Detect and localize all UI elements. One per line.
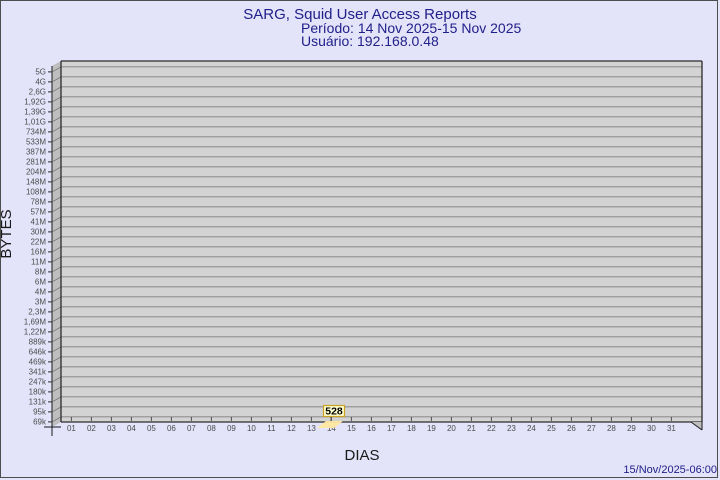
svg-text:5G: 5G [35, 68, 46, 77]
svg-text:131k: 131k [29, 398, 47, 407]
svg-text:31: 31 [667, 424, 676, 433]
svg-text:10: 10 [247, 424, 256, 433]
svg-text:13: 13 [307, 424, 316, 433]
svg-text:25: 25 [547, 424, 556, 433]
svg-text:469k: 469k [29, 358, 47, 367]
svg-text:15/Nov/2025-06:00: 15/Nov/2025-06:00 [623, 464, 717, 476]
svg-text:17: 17 [387, 424, 396, 433]
svg-text:1,22M: 1,22M [24, 328, 47, 337]
svg-text:28: 28 [607, 424, 616, 433]
svg-text:24: 24 [527, 424, 536, 433]
svg-text:1,39G: 1,39G [24, 108, 46, 117]
svg-text:3M: 3M [35, 298, 46, 307]
svg-text:1,69M: 1,69M [24, 318, 47, 327]
svg-text:41M: 41M [30, 218, 46, 227]
svg-text:108M: 108M [26, 188, 46, 197]
svg-text:03: 03 [107, 424, 116, 433]
svg-text:281M: 281M [26, 158, 46, 167]
svg-text:4M: 4M [35, 288, 46, 297]
svg-text:57M: 57M [30, 208, 46, 217]
svg-text:26: 26 [567, 424, 576, 433]
svg-text:30M: 30M [30, 228, 46, 237]
svg-text:8M: 8M [35, 268, 46, 277]
svg-text:528: 528 [325, 405, 343, 417]
svg-text:16M: 16M [30, 248, 46, 257]
svg-text:12: 12 [287, 424, 296, 433]
svg-text:20: 20 [447, 424, 456, 433]
svg-text:646k: 646k [29, 348, 47, 357]
svg-text:387M: 387M [26, 148, 46, 157]
svg-text:341k: 341k [29, 368, 47, 377]
svg-text:734M: 734M [26, 128, 46, 137]
svg-text:2,6G: 2,6G [29, 88, 46, 97]
svg-text:22: 22 [487, 424, 496, 433]
svg-text:180k: 180k [29, 388, 47, 397]
svg-text:19: 19 [427, 424, 436, 433]
svg-text:533M: 533M [26, 138, 46, 147]
svg-text:11: 11 [267, 424, 276, 433]
svg-text:02: 02 [87, 424, 96, 433]
svg-text:30: 30 [647, 424, 656, 433]
svg-text:1,92G: 1,92G [24, 98, 46, 107]
svg-text:15: 15 [347, 424, 356, 433]
svg-text:29: 29 [627, 424, 636, 433]
svg-text:11M: 11M [31, 258, 46, 267]
svg-text:06: 06 [167, 424, 176, 433]
svg-text:2,3M: 2,3M [28, 308, 46, 317]
svg-text:07: 07 [187, 424, 196, 433]
svg-text:04: 04 [127, 424, 136, 433]
svg-text:18: 18 [407, 424, 416, 433]
svg-text:1,01G: 1,01G [24, 118, 46, 127]
svg-text:21: 21 [467, 424, 476, 433]
svg-text:204M: 204M [26, 168, 46, 177]
svg-text:22M: 22M [30, 238, 46, 247]
svg-text:247k: 247k [29, 378, 47, 387]
svg-text:09: 09 [227, 424, 236, 433]
svg-text:6M: 6M [35, 278, 46, 287]
svg-text:27: 27 [587, 424, 596, 433]
svg-text:69k: 69k [33, 418, 47, 427]
svg-text:16: 16 [367, 424, 376, 433]
svg-text:23: 23 [507, 424, 516, 433]
svg-text:4G: 4G [35, 78, 46, 87]
svg-text:78M: 78M [30, 198, 46, 207]
svg-text:05: 05 [147, 424, 156, 433]
svg-text:DIAS: DIAS [344, 447, 379, 464]
svg-text:889k: 889k [29, 338, 47, 347]
svg-text:01: 01 [67, 424, 76, 433]
svg-text:08: 08 [207, 424, 216, 433]
svg-text:95k: 95k [33, 408, 47, 417]
svg-text:148M: 148M [26, 178, 46, 187]
svg-text:BYTES: BYTES [1, 209, 15, 258]
